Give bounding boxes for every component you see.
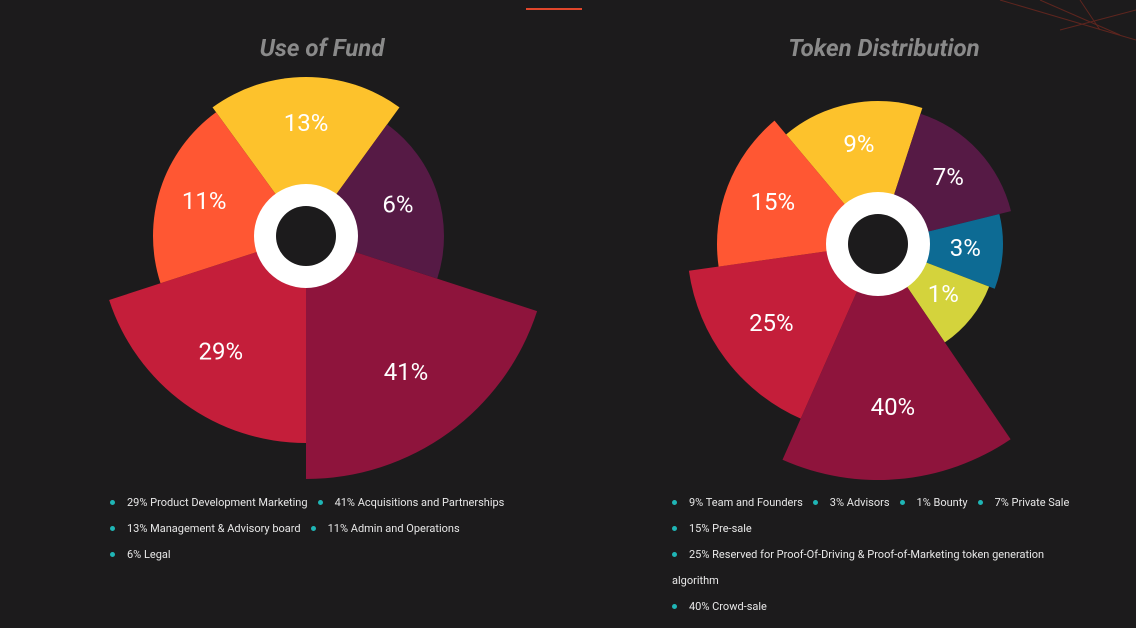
legend-item: 11% Admin and Operations: [311, 522, 460, 535]
legend-item: 40% Crowd-sale: [672, 594, 1082, 620]
legend-item: 13% Management & Advisory board: [110, 522, 301, 535]
pie-slice: [782, 244, 1011, 480]
slice-label: 15%: [750, 188, 795, 216]
pie-slice: [109, 236, 306, 443]
legend-item: 25% Reserved for Proof-Of-Driving & Proo…: [672, 542, 1082, 594]
pie-slice: [212, 77, 400, 237]
slice-label: 40%: [871, 393, 916, 421]
legend-item: 3% Advisors: [813, 496, 890, 509]
hole: [848, 214, 908, 274]
slice-label: 6%: [382, 190, 413, 218]
slice-label: 11%: [182, 187, 227, 215]
slice-label: 25%: [749, 309, 794, 337]
slice-label: 3%: [950, 234, 981, 262]
slice-label: 29%: [199, 338, 244, 366]
legend-item: 15% Pre-sale: [672, 516, 1082, 542]
legend-item: 9% Team and Founders: [672, 496, 803, 509]
legend-item: 6% Legal: [110, 542, 520, 568]
legend-item: 1% Bounty: [900, 496, 968, 509]
top-accent: [526, 8, 582, 10]
legend-item: 29% Product Development Marketing: [110, 496, 308, 509]
chart-title: Token Distribution: [788, 34, 979, 62]
slice-label: 1%: [928, 280, 959, 308]
legend: 9% Team and Founders 3% Advisors 1% Bounty…: [672, 490, 1092, 620]
pie-slice: [306, 236, 538, 479]
corner-decoration: [999, 0, 1136, 41]
legend-item: 41% Acquisitions and Partnerships: [318, 496, 505, 509]
hole: [276, 206, 336, 266]
slice-label: 41%: [384, 358, 429, 386]
slice-label: 7%: [933, 163, 964, 191]
slice-label: 13%: [284, 109, 329, 137]
legend: 29% Product Development Marketing 41% Acq…: [110, 490, 530, 568]
legend-item: 7% Private Sale: [978, 496, 1070, 509]
slice-label: 9%: [843, 130, 874, 158]
pie-slice: [878, 214, 1003, 289]
pie-slice: [688, 244, 878, 419]
chart-title: Use of Fund: [260, 34, 386, 62]
